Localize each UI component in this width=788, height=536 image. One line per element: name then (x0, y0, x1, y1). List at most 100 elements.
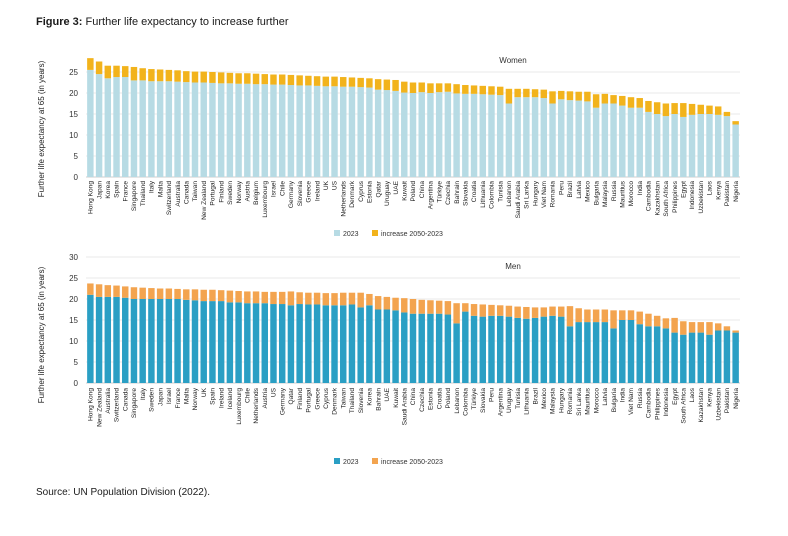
bar-increase (331, 293, 338, 306)
x-tick-label: Finland (297, 388, 304, 410)
bar-2023 (488, 315, 495, 383)
bar-increase (558, 90, 565, 100)
x-tick-label: Philippines (672, 180, 679, 213)
x-tick-label: Pakistan (724, 181, 731, 207)
bar-increase (627, 310, 635, 320)
x-tick-label: Uruguay (506, 387, 513, 413)
x-tick-label: Nigeria (733, 181, 740, 202)
y-tick-label: 25 (69, 274, 78, 283)
bar-increase (592, 94, 600, 108)
x-tick-label: France (175, 388, 182, 409)
bar-increase (444, 83, 452, 92)
bar-2023 (87, 69, 94, 177)
x-tick-label: Czechia (419, 388, 426, 412)
y-tick-label: 30 (69, 253, 78, 262)
x-tick-label: Korea (105, 181, 112, 199)
bar-increase (584, 309, 591, 323)
bar-2023 (601, 103, 609, 177)
x-tick-label: Latvia (602, 388, 609, 406)
bar-increase (479, 85, 486, 95)
bar-increase (540, 89, 548, 99)
bar-increase (252, 73, 260, 85)
legend: 2023 increase 2050-2023 (334, 458, 443, 466)
bar-increase (278, 291, 286, 305)
bar-increase (697, 322, 704, 333)
bar-2023 (401, 312, 408, 383)
bar-increase (156, 69, 164, 82)
bar-increase (165, 69, 173, 82)
bar-2023 (191, 82, 199, 177)
x-tick-label: Japan (157, 388, 164, 406)
bar-2023 (313, 85, 321, 177)
x-tick-label: Canada (183, 181, 190, 204)
x-tick-label: Egypt (672, 388, 679, 405)
x-tick-label: Italy (140, 387, 147, 400)
bar-2023 (479, 316, 486, 383)
bar-increase (584, 91, 591, 102)
bar-increase (610, 95, 617, 104)
y-tick-label: 5 (74, 152, 79, 161)
bar-increase (470, 85, 478, 94)
bar-increase (383, 79, 391, 91)
bar-2023 (305, 85, 312, 177)
x-tick-label: Hungary (532, 180, 539, 206)
bar-2023 (688, 114, 696, 177)
x-tick-label: Germany (279, 387, 286, 415)
x-tick-label: Sri Lanka (576, 388, 583, 416)
bar-2023 (453, 323, 460, 383)
figure-title: Figure 3: Further life expectancy to inc… (36, 16, 289, 28)
bar-2023 (183, 299, 190, 383)
bar-increase (374, 296, 382, 310)
legend-label: 2023 (343, 459, 359, 466)
bar-increase (104, 65, 112, 79)
bar-2023 (610, 103, 617, 177)
bar-2023 (226, 302, 234, 383)
bar-increase (619, 95, 626, 106)
bar-2023 (156, 299, 164, 383)
bar-increase (706, 105, 713, 114)
bar-increase (601, 93, 609, 104)
bar-2023 (444, 314, 452, 383)
bar-2023 (575, 322, 582, 383)
bar-increase (627, 97, 635, 108)
bar-increase (174, 288, 181, 299)
bar-increase (278, 74, 286, 85)
x-tick-label: Malta (157, 181, 164, 197)
bar-2023 (619, 105, 626, 177)
bar-increase (340, 77, 347, 87)
bar-increase (662, 318, 670, 329)
bar-2023 (462, 311, 469, 383)
bar-2023 (418, 92, 425, 177)
x-tick-label: Malta (183, 388, 190, 404)
bar-increase (427, 300, 434, 314)
bar-2023 (95, 296, 103, 383)
bar-2023 (601, 322, 609, 383)
bar-increase (348, 292, 356, 305)
bar-2023 (435, 92, 443, 177)
bar-increase (662, 103, 670, 117)
x-tick-label: Norway (236, 180, 243, 203)
bar-increase (130, 66, 138, 81)
x-tick-label: Czechia (445, 181, 452, 205)
y-axis-label: Further life expectancy at 65 (in years) (37, 266, 46, 403)
x-tick-label: Philippines (654, 387, 661, 420)
bar-2023 (401, 92, 408, 177)
bar-2023 (392, 90, 399, 177)
bar-increase (575, 308, 582, 323)
bar-increase (444, 301, 452, 315)
bar-2023 (357, 307, 364, 383)
bar-2023 (191, 300, 199, 383)
bar-2023 (531, 97, 539, 177)
bar-2023 (444, 91, 452, 177)
x-tick-label: Türkiye (471, 388, 478, 410)
x-tick-label: US (332, 180, 339, 190)
bar-2023 (148, 81, 155, 177)
x-tick-label: Greece (314, 388, 321, 410)
bar-2023 (235, 83, 242, 177)
x-tick-label: Chile (245, 388, 252, 403)
bar-increase (209, 72, 216, 83)
bar-increase (252, 291, 260, 304)
bar-2023 (514, 97, 521, 177)
x-tick-label: Tunisia (497, 181, 504, 202)
